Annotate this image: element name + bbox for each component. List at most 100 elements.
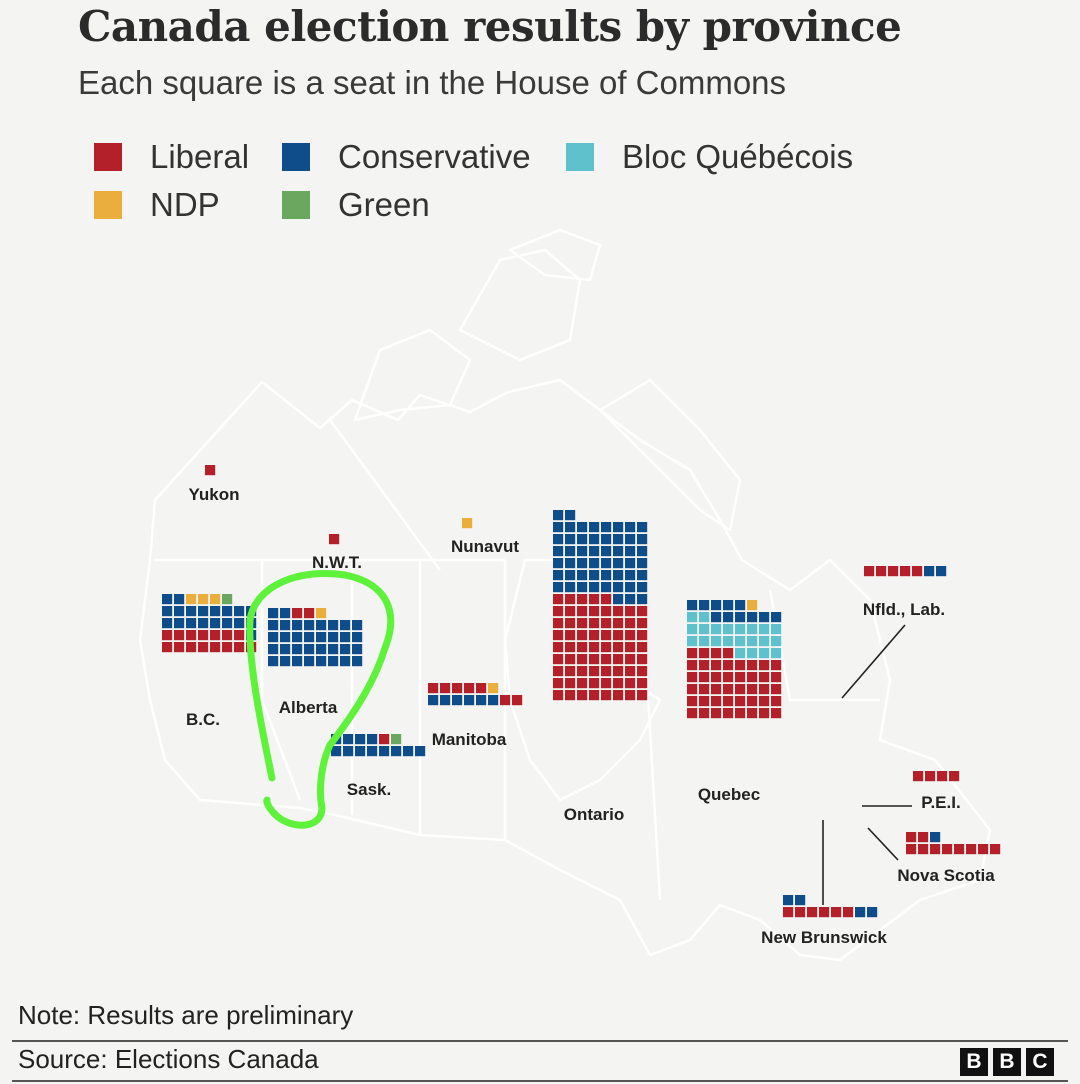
seat-square [340,620,351,631]
province-label: Manitoba [432,730,507,749]
baffin-outline [598,378,742,532]
seat-square [747,660,758,671]
seat-square [601,582,612,593]
seat-square [613,654,624,665]
seat-square [876,566,887,577]
seat-square [831,907,842,918]
seat-square [553,630,564,641]
seat-square [699,612,710,623]
seat-square [711,660,722,671]
seat-square [699,684,710,695]
seat-square [589,654,600,665]
seat-square [613,618,624,629]
seat-square [577,690,588,701]
seat-square [553,558,564,569]
seat-square [783,895,794,906]
seat-square [735,648,746,659]
seat-square [553,534,564,545]
seat-square [577,618,588,629]
seat-square [795,895,806,906]
seat-square [577,558,588,569]
seat-square [462,518,473,529]
seat-square [577,606,588,617]
seat-square [500,695,511,706]
legend-item-conservative: Conservative [282,138,531,176]
seat-square [553,666,564,677]
legend-label-green: Green [338,186,430,223]
seat-square [488,695,499,706]
seat-square [331,746,342,757]
seat-square [723,636,734,647]
seat-square [601,642,612,653]
seat-square [340,656,351,667]
seat-square [687,660,698,671]
seat-square [637,582,648,593]
province-labels: Yukon N.W.T. Nunavut B.C. Alberta Sask. Manito… [186,485,995,947]
seat-square [735,624,746,635]
seat-square [304,620,315,631]
seat-square [328,656,339,667]
seat-square [819,907,830,918]
seat-square [625,522,636,533]
seat-square [162,642,173,653]
seat-square [723,600,734,611]
seat-square [723,660,734,671]
seat-square [553,678,564,689]
seat-square [174,594,185,605]
province-label: Nunavut [451,537,519,556]
legend-label-conservative: Conservative [338,138,531,175]
seat-square [601,558,612,569]
seat-square [601,654,612,665]
seat-square [328,632,339,643]
seat-square [553,618,564,629]
seat-square [367,734,378,745]
province-label: P.E.I. [921,793,960,812]
seat-square [186,642,197,653]
seat-square [625,558,636,569]
seat-square [699,708,710,719]
seat-square [723,696,734,707]
seat-square [735,612,746,623]
seat-square [268,620,279,631]
seat-square [723,624,734,635]
seat-square [601,546,612,557]
seat-square [553,642,564,653]
seat-square [867,907,878,918]
seat-square [379,746,390,757]
seat-square [512,695,523,706]
border-bc-ab [260,560,302,801]
seat-square [699,648,710,659]
seat-square [222,642,233,653]
seat-square [280,608,291,619]
seat-square [589,546,600,557]
legend-swatch-conservative [282,143,310,171]
seat-square [589,522,600,533]
seat-square [186,594,197,605]
seat-square [699,660,710,671]
seat-square [637,522,648,533]
seat-square [637,654,648,665]
seat-square [210,618,221,629]
seat-square [771,636,782,647]
seat-square [795,907,806,918]
seat-square [637,678,648,689]
seat-square [735,684,746,695]
leader-line-nova-scotia [867,827,899,861]
seat-square [488,683,499,694]
seat-square [280,620,291,631]
seat-square [222,606,233,617]
seat-square [174,630,185,641]
seat-square [936,566,947,577]
seat-square [577,642,588,653]
seat-square [855,907,866,918]
seat-square [316,632,327,643]
seat-square [613,666,624,677]
alberta-highlight-scribble [246,569,395,829]
seat-square [174,618,185,629]
seat-square [174,642,185,653]
legend-item-ndp: NDP [94,186,220,224]
seat-square [637,546,648,557]
seat-square [565,582,576,593]
seat-square [328,620,339,631]
seat-square [553,522,564,533]
